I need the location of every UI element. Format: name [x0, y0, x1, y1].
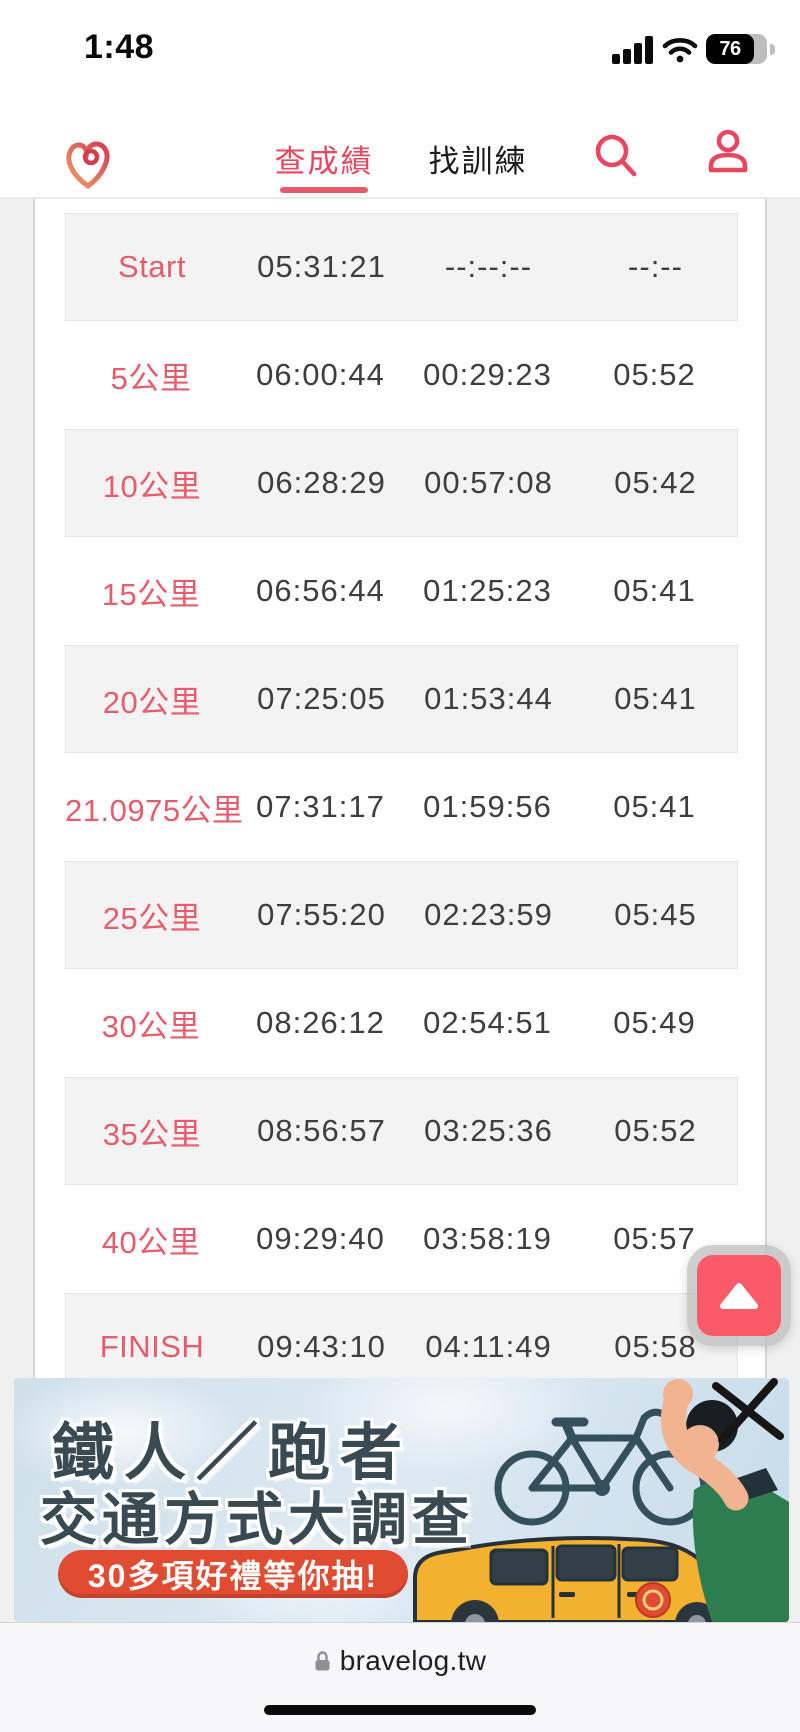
checkpoint-label: Start — [118, 249, 186, 284]
checkpoint-label: 5公里 — [110, 360, 192, 396]
active-tab-underline — [280, 187, 368, 193]
split-times-table: Start 05:31:21 --:--:-- --:-- 5公里 06:00:… — [65, 213, 738, 1401]
pace: 05:41 — [614, 681, 697, 716]
clock-time: 06:00:44 — [256, 357, 385, 392]
scroll-to-top-button[interactable] — [687, 1245, 791, 1346]
checkpoint-label: 35公里 — [102, 1116, 202, 1152]
tab-results[interactable]: 查成績 — [274, 144, 374, 179]
elapsed-time: 02:54:51 — [423, 1005, 552, 1040]
clock-time: 07:31:17 — [256, 789, 385, 824]
table-row: Start 05:31:21 --:--:-- --:-- — [65, 213, 738, 321]
address-bar[interactable]: bravelog.tw — [0, 1645, 800, 1677]
elapsed-time: 03:58:19 — [423, 1221, 552, 1256]
home-indicator[interactable] — [264, 1705, 536, 1715]
table-row: 10公里 06:28:29 00:57:08 05:42 — [65, 429, 738, 537]
scroll-to-top-inner — [697, 1255, 781, 1336]
app-header: 查成績 找訓練 — [0, 90, 800, 199]
table-row: 40公里 09:29:40 03:58:19 05:57 — [65, 1185, 738, 1293]
arrow-up-icon — [720, 1282, 758, 1309]
ad-cta-pill: 30多項好禮等你抽! — [58, 1550, 408, 1598]
status-bar: 1:48 76 — [0, 0, 800, 90]
clock-time: 08:26:12 — [256, 1005, 385, 1040]
checkpoint-label: 25公里 — [102, 900, 202, 936]
clock-time: 06:56:44 — [256, 573, 385, 608]
pace: 05:42 — [614, 465, 697, 500]
bravelog-logo[interactable] — [58, 130, 118, 194]
elapsed-time: 01:53:44 — [424, 681, 553, 716]
elapsed-time: 01:59:56 — [423, 789, 552, 824]
profile-icon[interactable] — [706, 128, 750, 174]
clock-time: 09:29:40 — [256, 1221, 385, 1256]
table-row: 25公里 07:55:20 02:23:59 05:45 — [65, 861, 738, 969]
battery-nub — [770, 44, 775, 55]
table-row: 21.0975公里 07:31:17 01:59:56 05:41 — [65, 753, 738, 861]
ad-banner[interactable]: 鐵人／跑者 交通方式大調查 30多項好禮等你抽! — [14, 1378, 789, 1622]
clock-time: 07:25:05 — [257, 681, 386, 716]
pace: 05:41 — [613, 573, 696, 608]
table-row: 5公里 06:00:44 00:29:23 05:52 — [65, 321, 738, 429]
battery-icon: 76 — [706, 34, 767, 64]
table-row: 20公里 07:25:05 01:53:44 05:41 — [65, 645, 738, 753]
checkpoint-label: 21.0975公里 — [65, 792, 244, 828]
pace: 05:52 — [614, 1113, 697, 1148]
checkpoint-label: FINISH — [99, 1329, 205, 1364]
table-row: 30公里 08:26:12 02:54:51 05:49 — [65, 969, 738, 1077]
site-url: bravelog.tw — [339, 1645, 487, 1676]
checkpoint-label: 40公里 — [101, 1224, 201, 1260]
clock-time: 09:43:10 — [257, 1329, 386, 1364]
clock-time: 08:56:57 — [257, 1113, 386, 1148]
pace: 05:45 — [614, 897, 697, 932]
elapsed-time: 01:25:23 — [423, 573, 552, 608]
pace: 05:52 — [613, 357, 696, 392]
checkpoint-label: 15公里 — [101, 576, 201, 612]
clock-time: 06:28:29 — [257, 465, 386, 500]
table-row: 15公里 06:56:44 01:25:23 05:41 — [65, 537, 738, 645]
elapsed-time: 00:57:08 — [424, 465, 553, 500]
pace: --:-- — [628, 249, 683, 284]
elapsed-time: 02:23:59 — [424, 897, 553, 932]
taxi-illustration — [413, 1536, 737, 1622]
lock-icon — [315, 1651, 330, 1671]
elapsed-time: 03:25:36 — [424, 1113, 553, 1148]
ad-headline-1: 鐵人／跑者 — [52, 1419, 413, 1488]
browser-bottom-bar: bravelog.tw — [0, 1622, 800, 1732]
clock-time: 05:31:21 — [257, 249, 386, 284]
ad-headline-2: 交通方式大調查 — [40, 1488, 474, 1552]
tab-training[interactable]: 找訓練 — [428, 144, 528, 179]
elapsed-time: 04:11:49 — [425, 1329, 552, 1364]
elapsed-time: 00:29:23 — [423, 357, 552, 392]
table-row: 35公里 08:56:57 03:25:36 05:52 — [65, 1077, 738, 1185]
signal-strength-icon — [612, 36, 653, 64]
wifi-icon — [662, 38, 698, 63]
checkpoint-label: 10公里 — [102, 468, 202, 504]
checkpoint-label: 20公里 — [102, 684, 202, 720]
clock-time: 07:55:20 — [257, 897, 386, 932]
search-icon[interactable] — [592, 130, 638, 178]
checkpoint-label: 30公里 — [101, 1008, 201, 1044]
ad-close-icon[interactable] — [706, 1378, 788, 1444]
elapsed-time: --:--:-- — [444, 249, 533, 284]
battery-percent: 76 — [719, 37, 741, 60]
clock: 1:48 — [84, 28, 155, 66]
pace: 05:41 — [613, 789, 696, 824]
pace: 05:58 — [614, 1329, 697, 1364]
pace: 05:57 — [613, 1221, 696, 1256]
pace: 05:49 — [613, 1005, 696, 1040]
